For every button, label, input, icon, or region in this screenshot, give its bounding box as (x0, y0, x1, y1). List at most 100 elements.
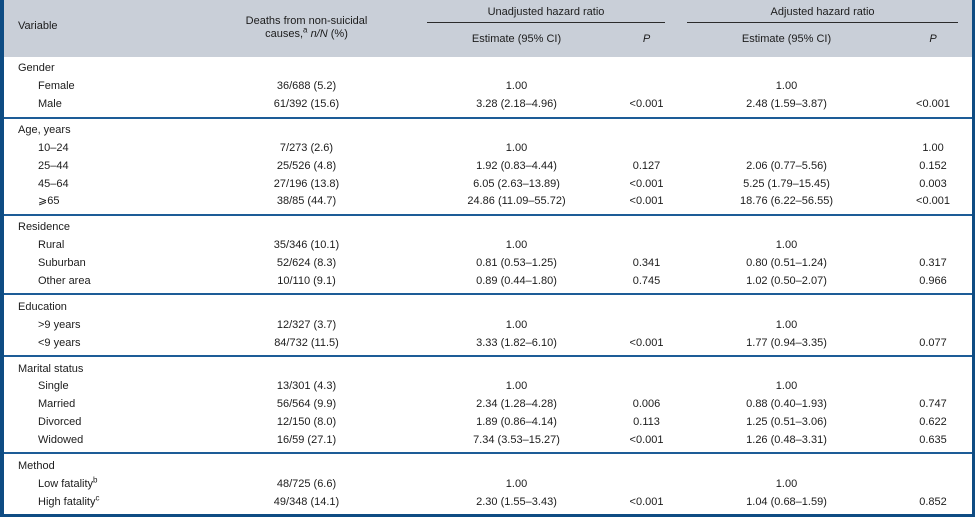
table-row: Other area 10/110 (9.1) 0.89 (0.44–1.80) 0.… (4, 272, 972, 294)
u-est-cell: 7.34 (3.53–15.27) (473, 433, 560, 446)
unadjusted-group-label: Unadjusted hazard ratio (427, 2, 666, 23)
row-label: Female (38, 80, 75, 93)
deaths-cell: 52/624 (8.3) (276, 256, 337, 269)
u-p-cell (614, 78, 679, 96)
footnote-marker-c: c (95, 493, 100, 502)
table-row: Rural 35/346 (10.1) 1.00 1.00 (4, 237, 972, 255)
u-est-cell: 0.89 (0.44–1.80) (476, 274, 557, 287)
a-est-cell: 2.06 (0.77–5.56) (746, 159, 827, 172)
u-est-cell: 1.00 (505, 141, 528, 154)
deaths-header-line2: causes,a n/N (%) (265, 24, 348, 40)
section-title: Age, years (18, 124, 71, 137)
u-est-cell: 3.33 (1.82–6.10) (476, 336, 557, 349)
deaths-cell: 12/327 (3.7) (276, 318, 337, 331)
deaths-cell: 10/110 (9.1) (277, 274, 336, 287)
a-est-cell: 1.77 (0.94–3.35) (746, 336, 827, 349)
a-p-cell: <0.001 (916, 98, 950, 111)
deaths-cell: 25/526 (4.8) (276, 159, 337, 172)
u-p-cell: 0.745 (632, 274, 661, 287)
u-p-cell: 0.341 (632, 256, 661, 269)
column-header-unadjusted-p: P (614, 25, 680, 57)
u-p-cell (614, 237, 679, 255)
a-p-cell: 0.003 (919, 177, 947, 190)
deaths-cell: 12/150 (8.0) (276, 415, 337, 428)
section-title: Marital status (18, 362, 84, 375)
a-p-cell: 0.852 (919, 495, 947, 508)
column-header-adjusted-p: P (894, 25, 972, 57)
section-title: Residence (18, 221, 70, 234)
section-title: Education (18, 300, 67, 313)
a-est-cell: 1.00 (775, 477, 798, 490)
a-p-cell: 0.747 (919, 398, 947, 411)
column-group-unadjusted: Unadjusted hazard ratio (419, 0, 680, 25)
a-p-cell: 1.00 (922, 141, 944, 154)
table-row: 25–44 25/526 (4.8) 1.92 (0.83–4.44) 0.127 2.… (4, 157, 972, 175)
a-p-cell (894, 78, 972, 96)
a-p-cell: 0.635 (919, 433, 947, 446)
u-p-cell (614, 316, 679, 334)
section-title-row: Marital status (4, 356, 972, 378)
row-label: Other area (38, 274, 91, 287)
u-p-cell: <0.001 (629, 195, 664, 208)
a-est-cell: 1.00 (775, 380, 798, 393)
a-est-cell: 18.76 (6.22–56.55) (740, 195, 833, 208)
deaths-cell: 36/688 (5.2) (276, 80, 337, 93)
table-row: Divorced 12/150 (8.0) 1.89 (0.86–4.14) 0.11… (4, 414, 972, 432)
u-est-cell: 1.00 (505, 318, 528, 331)
row-label: ⩾65 (38, 195, 60, 208)
u-est-cell: 1.00 (505, 80, 528, 93)
table-row: Suburban 52/624 (8.3) 0.81 (0.53–1.25) 0.34… (4, 255, 972, 273)
column-header-deaths: Deaths from non-suicidal causes,a n/N (%… (194, 0, 419, 57)
a-est-cell: 1.04 (0.68–1.59) (746, 495, 827, 508)
deaths-cell: 61/392 (15.6) (273, 98, 340, 111)
u-p-cell: <0.001 (629, 495, 664, 508)
u-p-cell (614, 475, 679, 493)
column-header-adjusted-estimate: Estimate (95% CI) (679, 25, 895, 57)
deaths-cell: 27/196 (13.8) (273, 177, 340, 190)
u-p-cell: 0.006 (632, 398, 661, 411)
section-title: Gender (18, 62, 55, 75)
section-method: Method Low fatalityb 48/725 (6.6) 1.00 1.00 H… (4, 453, 972, 514)
a-est-cell: 2.48 (1.59–3.87) (746, 98, 827, 111)
a-p-cell (894, 475, 972, 493)
a-est-cell: 1.00 (775, 239, 798, 252)
row-label: Married (38, 398, 76, 411)
table-row: 10–24 7/273 (2.6) 1.00 1.00 (4, 140, 972, 158)
deaths-cell: 7/273 (2.6) (279, 141, 334, 154)
table-row: 45–64 27/196 (13.8) 6.05 (2.63–13.89) <0.00… (4, 175, 972, 193)
table-row: Married 56/564 (9.9) 2.34 (1.28–4.28) 0.006… (4, 396, 972, 414)
column-header-unadjusted-estimate: Estimate (95% CI) (419, 25, 614, 57)
deaths-header-line1: Deaths from non-suicidal (245, 14, 368, 27)
u-est-cell: 2.34 (1.28–4.28) (476, 398, 557, 411)
table-header: Variable Deaths from non-suicidal causes… (4, 0, 972, 57)
deaths-cell: 48/725 (6.6) (276, 477, 337, 490)
u-p-cell: <0.001 (629, 177, 664, 190)
table-row: >9 years 12/327 (3.7) 1.00 1.00 (4, 316, 972, 334)
deaths-cell: 84/732 (11.5) (274, 336, 339, 349)
adjusted-group-label: Adjusted hazard ratio (687, 2, 959, 23)
section-title-row: Residence (4, 215, 972, 237)
a-p-cell: 0.152 (919, 159, 947, 172)
table-row: Widowed 16/59 (27.1) 7.34 (3.53–15.27) <0.0… (4, 431, 972, 453)
section-residence: Residence Rural 35/346 (10.1) 1.00 1.00 Subur… (4, 214, 972, 294)
u-est-cell: 0.81 (0.53–1.25) (476, 256, 557, 269)
a-p-cell: 0.317 (919, 256, 947, 269)
table-row: ⩾65 38/85 (44.7) 24.86 (11.09–55.72) <0.001… (4, 193, 972, 215)
u-est-cell: 1.00 (505, 239, 528, 252)
u-p-cell: 0.113 (633, 415, 660, 428)
section-title-row: Education (4, 294, 972, 316)
u-est-cell: 2.30 (1.55–3.43) (476, 495, 557, 508)
hazard-ratio-table: Variable Deaths from non-suicidal causes… (4, 0, 972, 514)
table-row: <9 years 84/732 (11.5) 3.33 (1.82–6.10) <0.… (4, 334, 972, 356)
deaths-cell: 38/85 (44.7) (276, 195, 337, 208)
row-label: Low fatalityb (38, 475, 98, 490)
a-est-cell: 1.26 (0.48–3.31) (746, 433, 827, 446)
a-p-cell (894, 316, 972, 334)
deaths-cell: 16/59 (27.1) (276, 433, 337, 446)
u-p-cell: <0.001 (629, 98, 664, 111)
table-row: Low fatalityb 48/725 (6.6) 1.00 1.00 (4, 475, 972, 493)
section-gender: Gender Female 36/688 (5.2) 1.00 1.00 Male 61/3… (4, 57, 972, 118)
u-p-cell: 0.127 (632, 159, 661, 172)
a-est-cell: 1.00 (775, 318, 798, 331)
a-p-cell (894, 237, 972, 255)
